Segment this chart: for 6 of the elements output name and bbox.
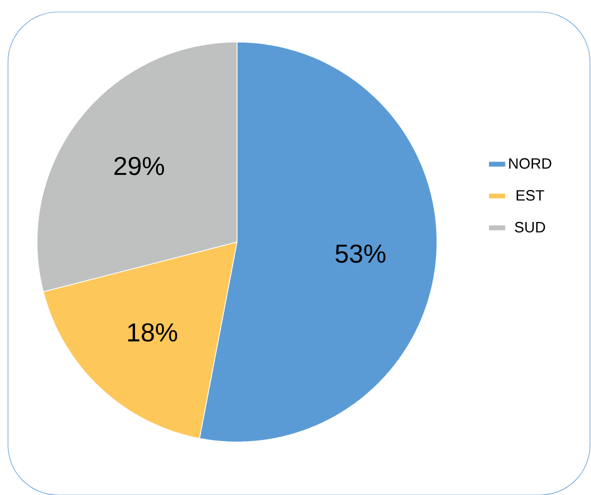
- legend-label: NORD: [509, 158, 552, 169]
- data-label: 53%: [336, 244, 386, 263]
- data-label: 29%: [114, 156, 164, 176]
- legend-label: EST: [516, 190, 544, 200]
- data-label: 18%: [128, 323, 178, 342]
- legend-label: SUD: [514, 222, 546, 232]
